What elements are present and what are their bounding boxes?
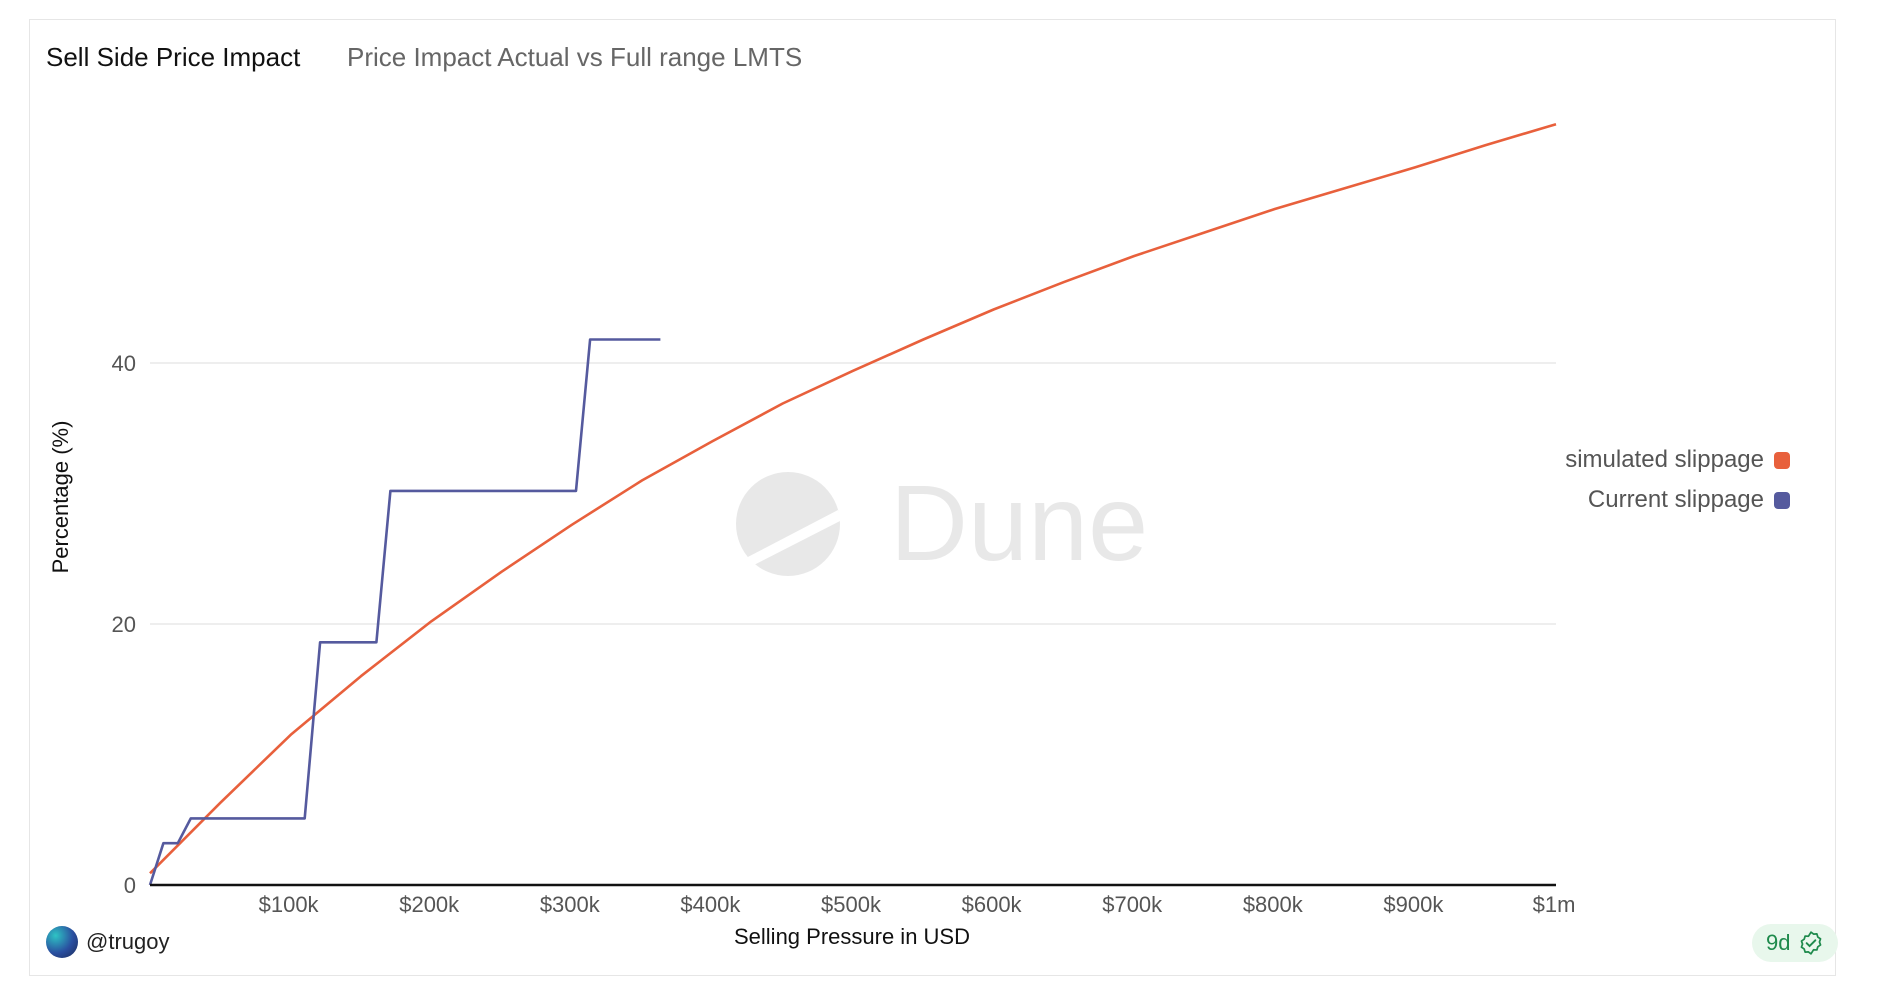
x-tick-label: $700k (1102, 892, 1163, 917)
x-tick-label: $400k (680, 892, 741, 917)
legend-item-current-slippage[interactable]: Current slippage (1588, 486, 1790, 514)
verified-check-icon (1801, 931, 1822, 955)
age-badge[interactable]: 9d (1752, 924, 1839, 962)
chart-card (29, 19, 1836, 976)
author-link[interactable]: @trugoy (46, 926, 169, 958)
legend-swatch-icon (1774, 451, 1790, 469)
y-tick-label: 40 (112, 351, 136, 376)
y-tick-label: 0 (124, 873, 136, 898)
author-name: @trugoy (86, 929, 170, 954)
x-tick-label: $600k (962, 892, 1023, 917)
y-tick-label: 20 (112, 612, 136, 637)
x-axis-label: Selling Pressure in USD (734, 924, 970, 949)
x-tick-label: $800k (1243, 892, 1304, 917)
series-line-current-slippage[interactable] (148, 338, 661, 886)
y-axis-label: Percentage (%) (48, 421, 73, 574)
x-tick-label: $200k (399, 892, 460, 917)
legend-label: Current slippage (1587, 486, 1764, 513)
chart-title: Sell Side Price Impact (46, 42, 301, 72)
chart-subtitle: Price Impact Actual vs Full range LMTS (347, 42, 803, 72)
watermark-text: Dune (890, 462, 1148, 583)
x-tick-label: $1m (1533, 892, 1576, 917)
legend-item-simulated-slippage[interactable]: simulated slippage (1565, 446, 1790, 474)
x-tick-label: $100k (259, 892, 320, 917)
x-tick-label: $900k (1383, 892, 1444, 917)
age-text: 9d (1766, 930, 1791, 955)
x-tick-label: $300k (540, 892, 601, 917)
legend-label: simulated slippage (1565, 446, 1764, 473)
x-tick-label: $500k (821, 892, 882, 917)
legend-swatch-icon (1774, 491, 1790, 509)
dune-watermark: Dune (736, 462, 1148, 583)
series-line-simulated-slippage[interactable] (149, 122, 1557, 875)
avatar (46, 926, 78, 958)
